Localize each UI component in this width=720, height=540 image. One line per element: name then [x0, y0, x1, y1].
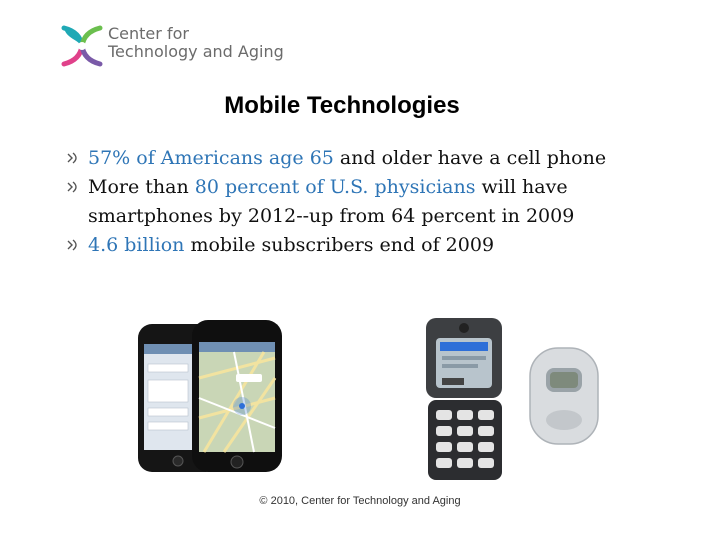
bullet-item: 4.6 billion mobile subscribers end of 20…	[66, 231, 696, 260]
organization-logo: Center for Technology and Aging	[58, 22, 298, 70]
bullet-text: mobile subscribers end of 2009	[184, 234, 495, 256]
bullet-text: More than	[88, 176, 195, 198]
logo-wordmark: Center for Technology and Aging	[108, 25, 284, 61]
bullet-item: More than 80 percent of U.S. physicians …	[66, 173, 696, 231]
smartphones-image	[138, 320, 282, 472]
bullet-item: 57% of Americans age 65 and older have a…	[66, 144, 696, 173]
logo-mark-icon	[61, 25, 103, 67]
bullet-text: will have smartphones by 2012--up from 6…	[88, 176, 575, 227]
highlighted-text: 57% of Americans age 65	[88, 147, 334, 169]
highlighted-text: 4.6 billion	[88, 234, 185, 256]
highlighted-text: 80 percent of U.S. physicians	[194, 176, 476, 198]
logo-line-1: Center for	[108, 24, 189, 43]
bullet-list: 57% of Americans age 65 and older have a…	[66, 144, 696, 260]
flip-phones-image	[426, 318, 599, 480]
bullet-icon	[67, 181, 77, 193]
copyright-footer: © 2010, Center for Technology and Aging	[259, 495, 461, 507]
slide-title: Mobile Technologies	[224, 92, 460, 119]
bullet-icon	[67, 239, 77, 251]
bullet-icon	[67, 152, 77, 164]
logo-line-2: Technology and Aging	[108, 42, 284, 61]
bullet-text: and older have a cell phone	[333, 147, 607, 169]
